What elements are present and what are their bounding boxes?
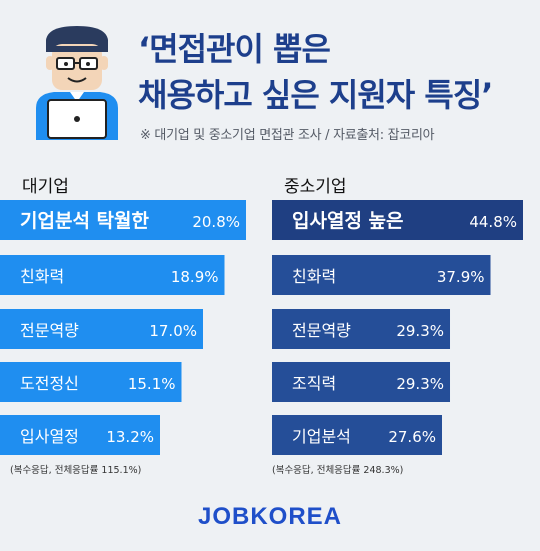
small-value-label-2: 37.9% <box>437 268 485 286</box>
large-value-label-5: 13.2% <box>106 428 154 446</box>
large-value-label-2: 18.9% <box>171 268 219 286</box>
large-bar-1 <box>0 200 246 240</box>
large-company-title: 대기업 <box>22 177 69 197</box>
large-category-label-5: 입사열정 <box>20 427 79 446</box>
large-value-label-3: 17.0% <box>149 322 197 340</box>
large-category-label-4: 도전정신 <box>20 374 79 393</box>
small-bar-1 <box>272 200 523 240</box>
small-bar-5 <box>272 415 442 455</box>
small-value-label-4: 29.3% <box>396 375 444 393</box>
headline-line-2: 채용하고 싶은 지원자 특징’ <box>138 76 493 114</box>
large-category-label-3: 전문역량 <box>20 321 79 340</box>
jobkorea-logo: JOBKOREA <box>197 503 343 530</box>
headline-line-1: ‘면접관이 뽑은 <box>138 30 331 68</box>
large-value-label-4: 15.1% <box>128 375 176 393</box>
small-value-label-1: 44.8% <box>469 213 517 231</box>
small-bar-4 <box>272 362 451 402</box>
small-category-label-1: 입사열정 높은 <box>292 210 404 232</box>
large-category-label-1: 기업분석 탁월한 <box>20 210 149 232</box>
source-note: ※ 대기업 및 중소기업 면접관 조사 / 자료출처: 잡코리아 <box>140 128 435 143</box>
large-bar-4 <box>0 362 182 402</box>
large-value-label-1: 20.8% <box>192 213 240 231</box>
small-value-label-3: 29.3% <box>396 322 444 340</box>
small-category-label-4: 조직력 <box>292 374 336 393</box>
small-category-label-3: 전문역량 <box>292 321 351 340</box>
small-company-footnote: (복수응답, 전체응답률 248.3%) <box>272 465 404 476</box>
small-bar-3 <box>272 309 451 349</box>
small-bar-2 <box>272 255 491 295</box>
large-bar-3 <box>0 309 203 349</box>
large-bar-2 <box>0 255 225 295</box>
large-company-footnote: (복수응답, 전체응답률 115.1%) <box>10 465 142 476</box>
small-category-label-2: 친화력 <box>292 267 336 286</box>
small-value-label-5: 27.6% <box>388 428 436 446</box>
large-category-label-2: 친화력 <box>20 267 64 286</box>
small-category-label-5: 기업분석 <box>292 427 351 446</box>
large-bar-5 <box>0 415 160 455</box>
interviewer-illustration <box>36 26 118 140</box>
small-company-title: 중소기업 <box>284 177 347 197</box>
headline: ‘면접관이 뽑은 채용하고 싶은 지원자 특징’ <box>138 26 533 118</box>
